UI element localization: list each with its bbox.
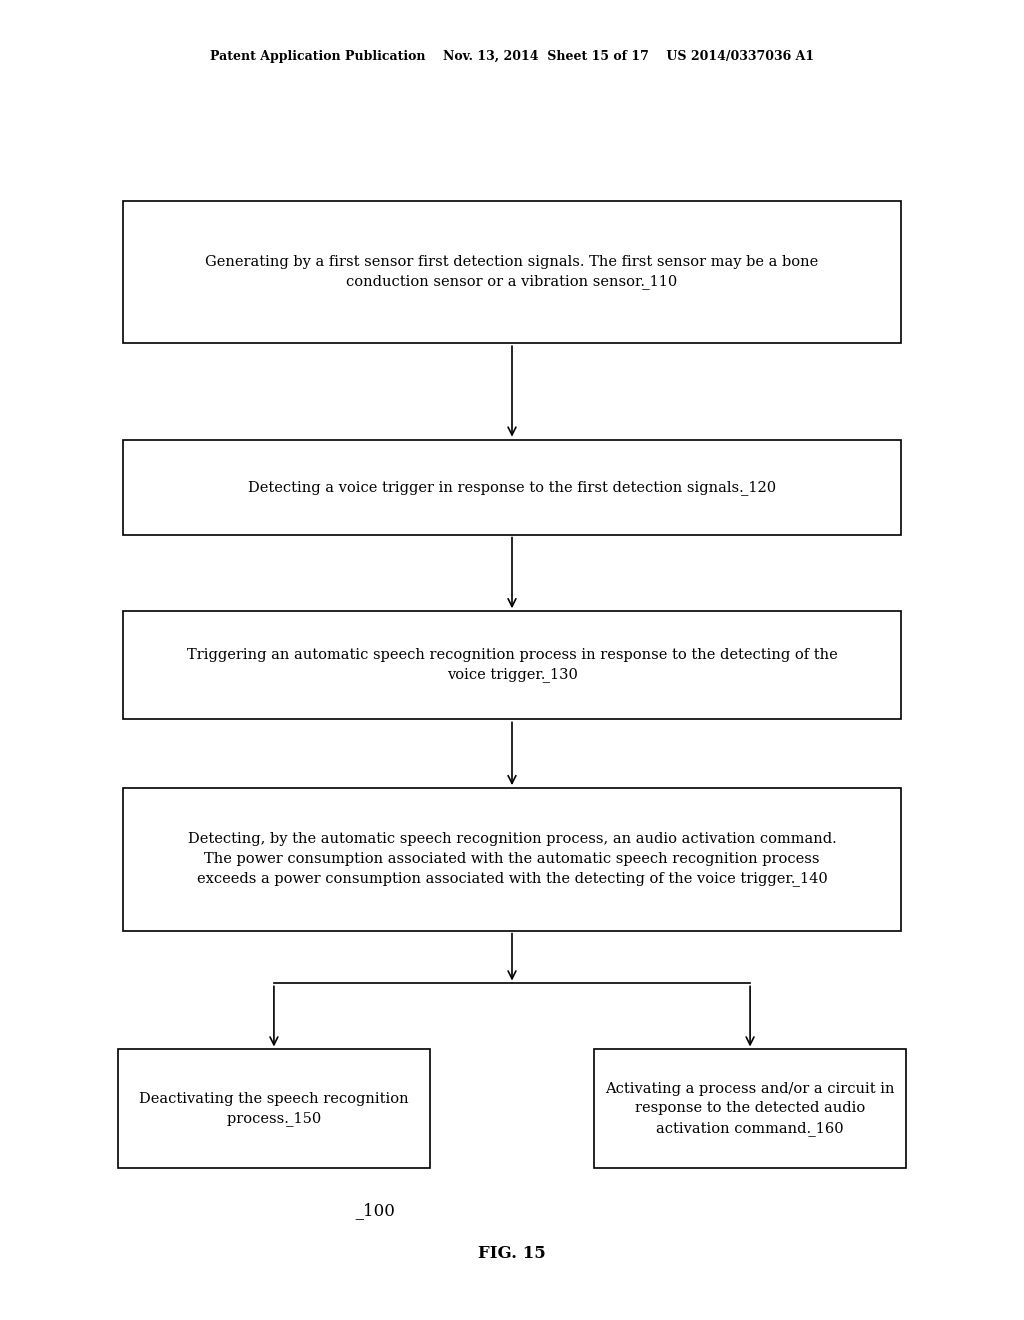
Text: Detecting, by the automatic speech recognition process, an audio activation comm: Detecting, by the automatic speech recog…: [187, 833, 837, 886]
Text: Detecting a voice trigger in response to the first detection signals. ̲120: Detecting a voice trigger in response to…: [248, 479, 776, 495]
Text: Deactivating the speech recognition
process. ̲150: Deactivating the speech recognition proc…: [139, 1092, 409, 1126]
Text: Patent Application Publication    Nov. 13, 2014  Sheet 15 of 17    US 2014/03370: Patent Application Publication Nov. 13, …: [210, 50, 814, 63]
Text: Generating by a first sensor first detection signals. The first sensor may be a : Generating by a first sensor first detec…: [206, 255, 818, 289]
Text: FIG. 15: FIG. 15: [478, 1246, 546, 1262]
FancyBboxPatch shape: [123, 788, 901, 931]
Text: Activating a process and/or a circuit in
response to the detected audio
activati: Activating a process and/or a circuit in…: [605, 1082, 895, 1135]
FancyBboxPatch shape: [123, 201, 901, 343]
FancyBboxPatch shape: [123, 611, 901, 719]
FancyBboxPatch shape: [594, 1049, 906, 1168]
Text: Triggering an automatic speech recognition process in response to the detecting : Triggering an automatic speech recogniti…: [186, 648, 838, 682]
Text: ̲100: ̲100: [362, 1203, 395, 1218]
FancyBboxPatch shape: [118, 1049, 430, 1168]
FancyBboxPatch shape: [123, 440, 901, 535]
